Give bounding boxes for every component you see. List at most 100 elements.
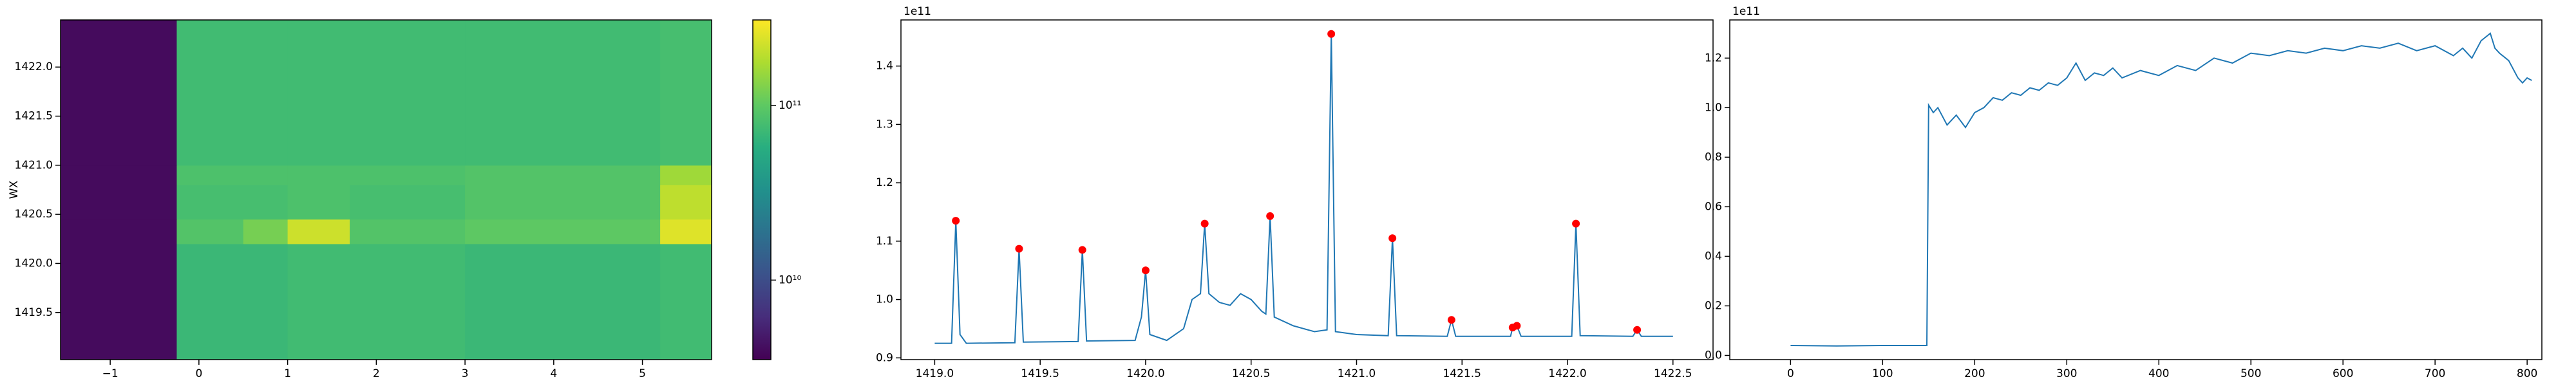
- heatmap-cell: [287, 243, 350, 360]
- y-tick-label: 1.3: [876, 118, 893, 131]
- heatmap-cell: [660, 219, 712, 244]
- x-tick-label: 3: [462, 367, 469, 380]
- heatmap-cell: [176, 165, 244, 185]
- heatmap-cell: [287, 165, 350, 185]
- peak-marker: [1572, 219, 1580, 228]
- offset-text: 1e11: [904, 5, 931, 18]
- x-tick-label: 1420.0: [1126, 367, 1164, 380]
- heatmap-cell: [465, 165, 661, 185]
- heatmap-cell: [243, 185, 289, 220]
- y-tick-label: 1.2: [876, 176, 893, 189]
- x-tick-label: 4: [550, 367, 557, 380]
- y-tick-label: 1421.0: [15, 159, 53, 172]
- x-tick-label: 1419.5: [1021, 367, 1059, 380]
- heatmap-cell: [61, 165, 177, 185]
- heatmap-cell: [465, 185, 661, 220]
- heatmap-cell: [61, 219, 177, 244]
- y-tick-label: 1.0: [1705, 101, 1722, 114]
- heatmap-cell: [660, 165, 712, 185]
- axes-frame: [900, 19, 1714, 360]
- colorbar-tick-label: 10¹¹: [779, 99, 801, 112]
- heatmap-cell: [243, 219, 289, 244]
- x-tick-label: 400: [2148, 367, 2169, 380]
- y-axis-label: WX: [8, 180, 21, 199]
- y-tick-label: 1422.0: [15, 60, 53, 73]
- x-tick-label: 1422.0: [1548, 367, 1586, 380]
- y-tick-label: 1.2: [1705, 51, 1722, 64]
- heatmap-cell: [61, 243, 177, 360]
- y-tick-label: 1.0: [876, 293, 893, 306]
- heatmap-cell: [176, 185, 244, 220]
- heatmap-cell: [176, 219, 244, 244]
- heatmap-cell: [287, 219, 350, 244]
- heatmap-cell: [350, 185, 466, 220]
- x-tick-label: 1421.0: [1338, 367, 1376, 380]
- y-tick-label: 1420.5: [15, 208, 53, 221]
- x-tick-label: 1419.0: [916, 367, 954, 380]
- heatmap-cell: [243, 243, 289, 360]
- y-tick-label: 1420.0: [15, 257, 53, 270]
- peak-marker: [1015, 244, 1023, 253]
- heatmap-cell: [350, 219, 466, 244]
- x-tick-label: 800: [2517, 367, 2537, 380]
- offset-text: 1e11: [1732, 5, 1760, 18]
- axes-frame: [1729, 19, 2543, 360]
- axes-frame: [60, 19, 712, 360]
- x-tick-label: 600: [2333, 367, 2353, 380]
- x-tick-label: 2: [373, 367, 380, 380]
- peak-marker: [1388, 234, 1397, 243]
- peak-marker: [1513, 322, 1521, 330]
- x-tick-label: 1420.5: [1232, 367, 1270, 380]
- y-tick-label: 1419.5: [15, 306, 53, 319]
- heatmap-cell: [660, 20, 712, 166]
- heatmap-cell: [350, 165, 466, 185]
- heatmap-cell: [61, 20, 177, 166]
- x-tick-label: 500: [2240, 367, 2261, 380]
- x-tick-label: 1421.5: [1443, 367, 1481, 380]
- y-tick-label: 0.8: [1705, 151, 1722, 163]
- peak-marker: [1078, 246, 1086, 254]
- x-tick-label: 1422.5: [1654, 367, 1692, 380]
- colorbar-tick-label: 10¹⁰: [779, 273, 801, 286]
- heatmap-cell: [243, 20, 289, 166]
- peak-marker: [1633, 326, 1642, 334]
- heatmap-cell: [176, 20, 244, 166]
- heatmap-cell: [350, 20, 466, 166]
- peak-marker: [1327, 30, 1336, 38]
- heatmap-cell: [465, 219, 661, 244]
- x-tick-label: 5: [639, 367, 646, 380]
- colorbar: [752, 19, 772, 360]
- heatmap-cell: [176, 243, 244, 360]
- y-tick-label: 0.0: [1705, 349, 1722, 362]
- heatmap-cell: [350, 243, 466, 360]
- y-tick-label: 1.1: [876, 235, 893, 248]
- heatmap-cell: [660, 185, 712, 220]
- heatmap-cell: [287, 185, 350, 220]
- heatmap-cell: [660, 243, 712, 360]
- peak-marker: [1200, 219, 1209, 228]
- peak-marker: [1266, 212, 1274, 220]
- y-tick-label: 0.6: [1705, 200, 1722, 213]
- y-tick-label: 1421.5: [15, 110, 53, 123]
- data-line: [1790, 32, 2532, 347]
- x-tick-label: 300: [2056, 367, 2077, 380]
- peak-marker: [1141, 266, 1150, 275]
- x-tick-label: 200: [1964, 367, 1985, 380]
- y-tick-label: 0.9: [876, 351, 893, 364]
- heatmap-cell: [287, 20, 350, 166]
- y-tick-label: 0.2: [1705, 299, 1722, 312]
- heatmap-cell: [465, 243, 661, 360]
- peak-marker: [1447, 316, 1455, 324]
- x-tick-label: −1: [102, 367, 118, 380]
- x-tick-label: 1: [284, 367, 291, 380]
- x-tick-label: 0: [195, 367, 202, 380]
- x-tick-label: 100: [1872, 367, 1893, 380]
- y-tick-label: 1.4: [876, 60, 893, 73]
- heatmap-cell: [61, 185, 177, 220]
- y-tick-label: 0.4: [1705, 250, 1722, 262]
- data-line: [934, 33, 1673, 344]
- heatmap-cell: [243, 165, 289, 185]
- x-tick-label: 0: [1787, 367, 1794, 380]
- peak-marker: [952, 217, 960, 225]
